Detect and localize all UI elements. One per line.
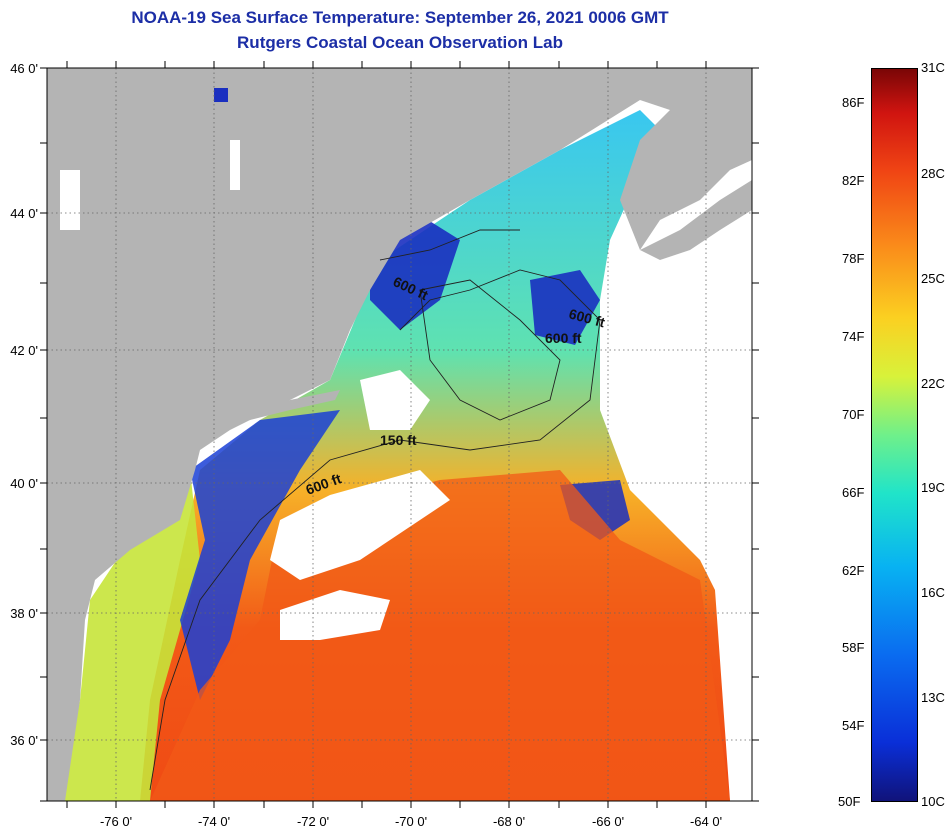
isobath-label: 600 ft [545, 330, 582, 346]
isobath-label: 150 ft [380, 432, 417, 448]
lon-label: -64 0' [690, 814, 722, 829]
fahrenheit-label: 74F [842, 329, 865, 344]
fahrenheit-label: 66F [842, 485, 865, 500]
celsius-label: 28C [921, 166, 945, 181]
fahrenheit-label: 62F [842, 563, 865, 578]
celsius-label: 22C [921, 376, 945, 391]
cloud-patch [280, 590, 390, 640]
celsius-label: 16C [921, 585, 945, 600]
lon-label: -76 0' [100, 814, 132, 829]
temperature-colorbar [871, 68, 918, 802]
lon-label: -72 0' [297, 814, 329, 829]
lon-label: -70 0' [395, 814, 427, 829]
lat-label: 40 0' [10, 476, 38, 491]
lon-label: -68 0' [493, 814, 525, 829]
land-long-island [200, 390, 340, 430]
fahrenheit-label: 50F [838, 794, 861, 809]
lon-label: -66 0' [592, 814, 624, 829]
lat-label: 36 0' [10, 733, 38, 748]
cloud-patch [360, 370, 430, 430]
lat-label: 38 0' [10, 606, 38, 621]
fahrenheit-label: 58F [842, 640, 865, 655]
cloud-patch [270, 470, 450, 580]
land-nova-scotia [640, 180, 752, 260]
fahrenheit-label: 54F [842, 718, 865, 733]
fahrenheit-label: 78F [842, 251, 865, 266]
lon-label: -74 0' [198, 814, 230, 829]
lat-label: 44 0' [10, 206, 38, 221]
fahrenheit-label: 82F [842, 173, 865, 188]
map-image [47, 68, 752, 801]
map-subtitle: Rutgers Coastal Ocean Observation Lab [237, 33, 563, 52]
celsius-label: 10C [921, 794, 945, 809]
map-title: NOAA-19 Sea Surface Temperature: Septemb… [131, 8, 669, 27]
lat-label: 42 0' [10, 343, 38, 358]
land-continent [47, 68, 752, 801]
fahrenheit-label: 70F [842, 407, 865, 422]
lat-label: 46 0' [10, 61, 38, 76]
celsius-label: 19C [921, 480, 945, 495]
celsius-label: 25C [921, 271, 945, 286]
fahrenheit-label: 86F [842, 95, 865, 110]
celsius-label: 31C [921, 60, 945, 75]
celsius-label: 13C [921, 690, 945, 705]
